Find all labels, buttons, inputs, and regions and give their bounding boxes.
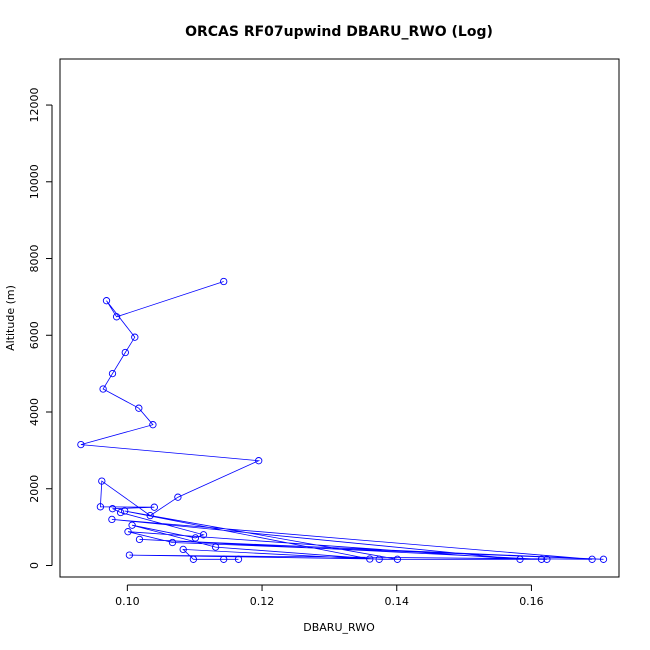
data-point bbox=[128, 521, 136, 529]
y-tick-label: 0 bbox=[28, 562, 41, 569]
x-tick-label: 0.12 bbox=[250, 595, 275, 608]
x-axis: 0.10 0.12 0.14 0.16 bbox=[115, 584, 544, 608]
data-point bbox=[393, 555, 402, 563]
data-point bbox=[98, 477, 106, 485]
plot-frame bbox=[59, 58, 620, 578]
data-point bbox=[191, 534, 200, 542]
data-point bbox=[77, 440, 85, 449]
data-point bbox=[220, 555, 228, 563]
data-point bbox=[108, 505, 117, 513]
data-point bbox=[150, 503, 158, 511]
data-point bbox=[516, 555, 524, 563]
data-point bbox=[220, 277, 228, 286]
data-point bbox=[189, 555, 198, 563]
y-axis: 0 2000 4000 6000 8000 10000 12000 bbox=[28, 88, 53, 569]
data-point bbox=[108, 515, 116, 524]
data-point bbox=[211, 543, 220, 551]
data-point bbox=[537, 555, 546, 563]
data-point bbox=[116, 508, 125, 517]
data-point bbox=[112, 313, 121, 321]
data-point bbox=[599, 555, 608, 563]
data-point bbox=[121, 348, 129, 357]
data-point bbox=[588, 555, 596, 563]
x-axis-label: DBARU_RWO bbox=[303, 621, 375, 634]
chart-title: ORCAS RF07upwind DBARU_RWO (Log) bbox=[185, 24, 493, 40]
data-point bbox=[135, 404, 143, 412]
data-point bbox=[255, 457, 263, 465]
y-tick-label: 8000 bbox=[28, 245, 41, 273]
data-point bbox=[199, 531, 208, 539]
data-series bbox=[77, 277, 608, 563]
data-point bbox=[543, 555, 551, 563]
y-tick-label: 10000 bbox=[28, 164, 41, 199]
data-point bbox=[124, 528, 132, 536]
x-tick-label: 0.16 bbox=[519, 595, 544, 608]
data-point bbox=[146, 511, 154, 520]
y-tick-label: 2000 bbox=[28, 475, 41, 503]
y-axis-label: Altitude (m) bbox=[4, 285, 17, 351]
data-point bbox=[149, 421, 157, 429]
data-point bbox=[108, 369, 117, 378]
data-point bbox=[125, 551, 134, 559]
data-point bbox=[375, 555, 383, 563]
data-point bbox=[121, 507, 129, 515]
data-point bbox=[179, 545, 187, 554]
x-tick-label: 0.14 bbox=[384, 595, 409, 608]
data-point bbox=[131, 333, 139, 341]
data-point bbox=[102, 297, 111, 305]
series-line bbox=[80, 281, 604, 560]
data-point bbox=[96, 503, 105, 511]
data-point bbox=[174, 493, 182, 501]
data-point bbox=[168, 538, 177, 547]
data-point bbox=[99, 385, 107, 393]
y-tick-label: 12000 bbox=[28, 88, 41, 123]
y-tick-label: 4000 bbox=[28, 398, 41, 426]
data-point bbox=[135, 535, 144, 544]
y-tick-label: 6000 bbox=[28, 321, 41, 349]
data-point bbox=[366, 555, 374, 563]
data-point bbox=[234, 555, 243, 563]
x-tick-label: 0.10 bbox=[115, 595, 140, 608]
